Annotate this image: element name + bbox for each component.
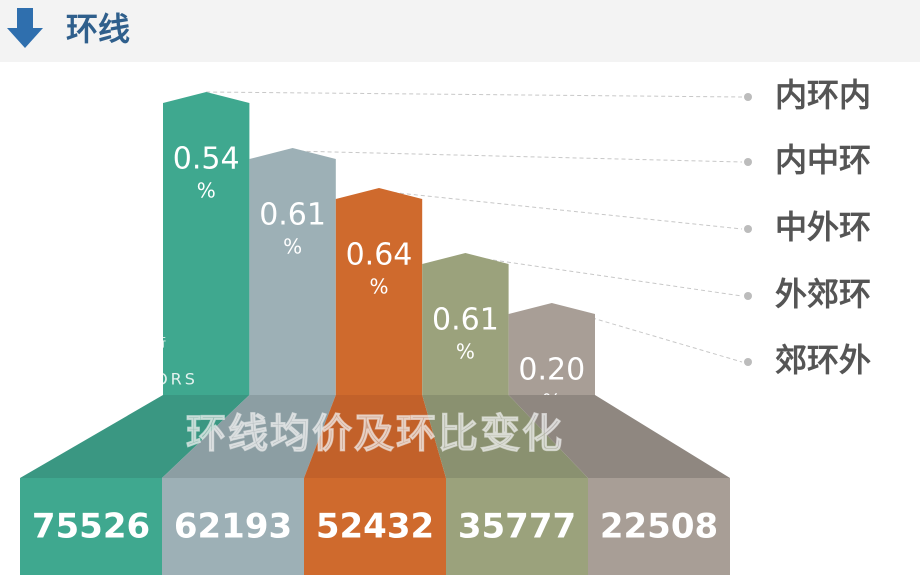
ring-name: 中外环	[775, 208, 871, 246]
banner-segment	[304, 395, 446, 478]
leader-dot	[744, 358, 752, 366]
bar	[335, 188, 423, 395]
leader-dot	[744, 158, 752, 166]
leader-line	[292, 150, 743, 163]
banner-segment	[422, 395, 588, 478]
change-value: 0.20	[518, 353, 585, 388]
watermark-name: 城 市 测 量 师 行	[75, 335, 166, 350]
leader-dot	[744, 93, 752, 101]
leader-line	[551, 305, 743, 363]
price: 22508	[600, 507, 718, 547]
ring-name: 外郊环	[775, 275, 871, 313]
header-title: 环线	[66, 10, 130, 48]
bar	[508, 303, 595, 395]
leader-line	[378, 190, 743, 230]
price: 52432	[316, 507, 434, 547]
leader-line	[465, 255, 743, 297]
price-box	[20, 478, 162, 575]
change-unit: %	[456, 340, 475, 364]
watermark-logo	[19, 330, 60, 388]
price: 35777	[458, 507, 576, 547]
watermark-line1: URBAN	[75, 351, 147, 370]
bar	[422, 253, 509, 395]
banner-text: 环线均价及环比变化	[186, 411, 564, 457]
price-box	[162, 478, 304, 575]
bar	[249, 148, 336, 395]
watermark-line2: SURVEYORS	[75, 370, 198, 389]
leader-line	[206, 91, 743, 98]
price-box	[446, 478, 588, 575]
price-box	[304, 478, 446, 575]
change-value: 0.61	[259, 198, 326, 233]
banner-segment	[20, 395, 250, 478]
price: 62193	[174, 507, 292, 547]
change-value: 0.64	[346, 238, 413, 273]
change-unit: %	[369, 275, 388, 299]
change-unit: %	[197, 179, 216, 203]
header-arrow	[7, 8, 43, 48]
ring-name: 内中环	[775, 141, 871, 179]
bar	[163, 92, 250, 395]
leader-dot	[744, 225, 752, 233]
change-value: 0.54	[173, 142, 240, 177]
ring-name: 郊环外	[775, 341, 871, 379]
banner-segment	[508, 395, 730, 478]
price-box	[588, 478, 730, 575]
change-value: 0.61	[432, 303, 499, 338]
leader-dot	[744, 292, 752, 300]
banner-segment	[162, 395, 336, 478]
price: 75526	[32, 507, 150, 547]
header-band	[0, 0, 920, 62]
ring-name: 内环内	[775, 76, 871, 114]
change-unit: %	[283, 235, 302, 259]
